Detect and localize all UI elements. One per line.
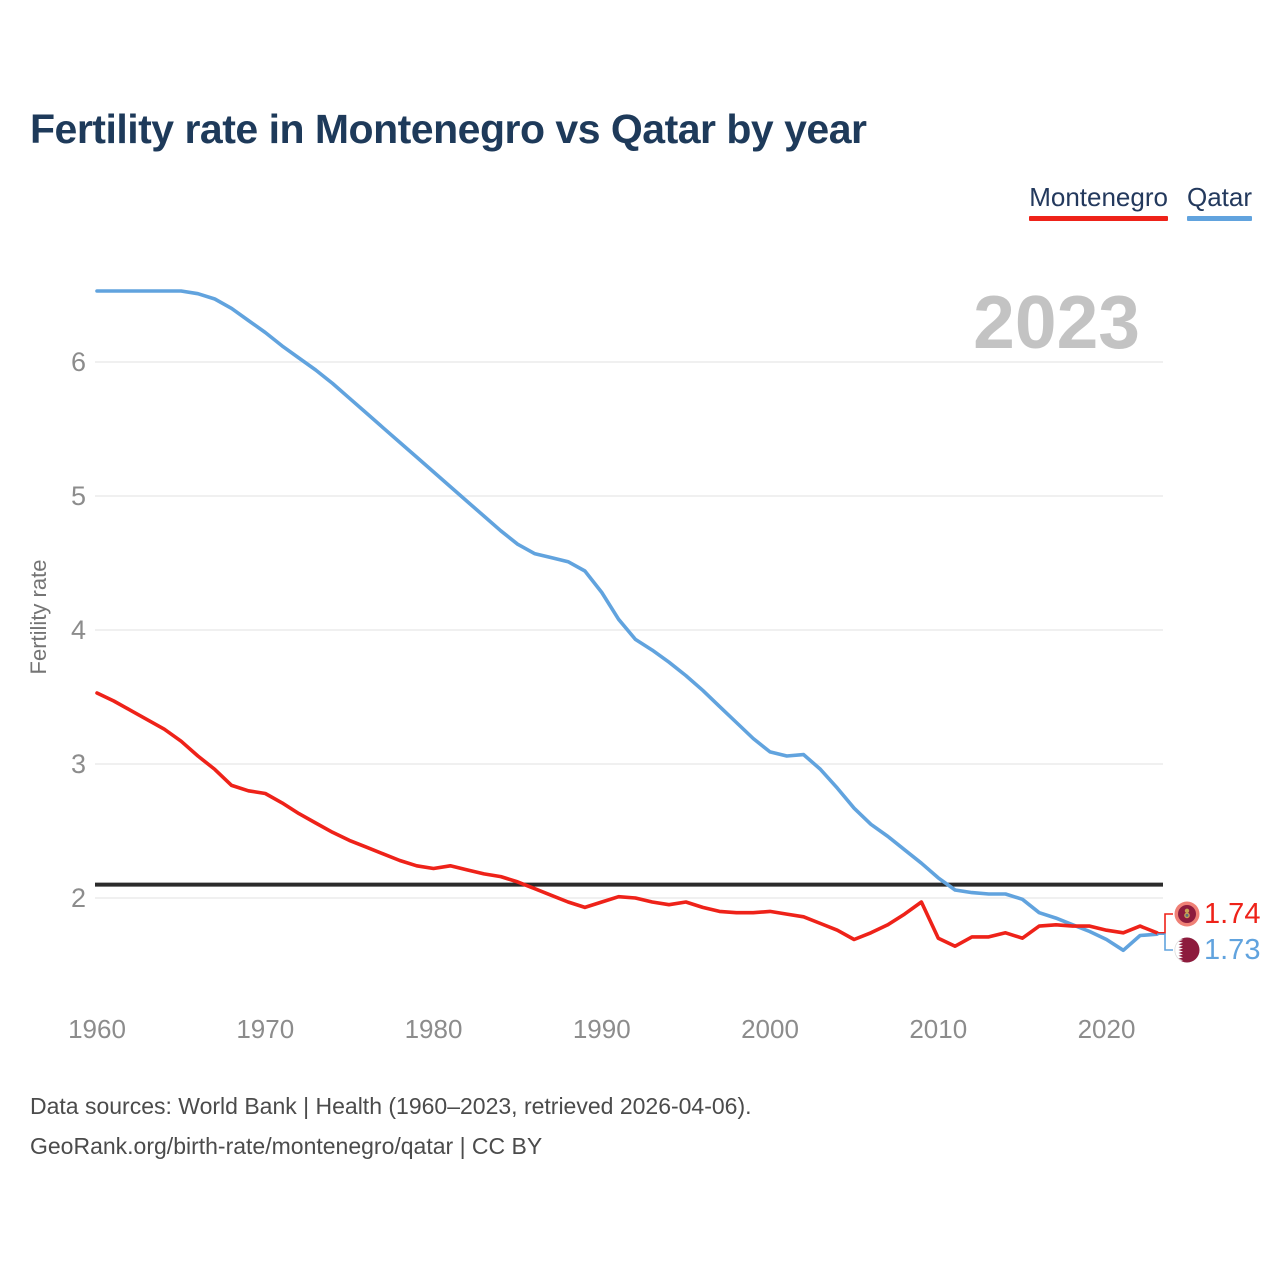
legend: Montenegro Qatar — [1029, 182, 1252, 222]
x-tick-label: 1960 — [68, 1014, 126, 1044]
legend-item-montenegro[interactable]: Montenegro — [1029, 182, 1168, 222]
legend-label: Montenegro — [1029, 182, 1168, 212]
page-title: Fertility rate in Montenegro vs Qatar by… — [30, 106, 867, 152]
y-tick-label: 3 — [71, 749, 86, 779]
x-tick-label: 2010 — [909, 1014, 967, 1044]
data-sources-line: Data sources: World Bank | Health (1960–… — [30, 1093, 752, 1119]
y-axis-title: Fertility rate — [26, 560, 51, 675]
legend-label: Qatar — [1186, 182, 1252, 212]
x-tick-label: 2000 — [741, 1014, 799, 1044]
y-tick-label: 2 — [71, 883, 86, 913]
x-tick-label: 2020 — [1078, 1014, 1136, 1044]
y-tick-label: 5 — [71, 481, 86, 511]
legend-color-bar — [1029, 216, 1168, 222]
legend-color-bar — [1186, 216, 1252, 222]
footer-attribution: Data sources: World Bank | Health (1960–… — [30, 1086, 752, 1166]
end-connector — [1156, 933, 1173, 951]
qatar-flag-icon — [1174, 937, 1200, 963]
y-tick-label: 4 — [71, 615, 86, 645]
montenegro-flag-icon — [1174, 901, 1200, 927]
x-tick-label: 1990 — [573, 1014, 631, 1044]
legend-item-qatar[interactable]: Qatar — [1186, 182, 1252, 222]
montenegro-line[interactable] — [95, 691, 1159, 949]
source-url-line[interactable]: GeoRank.org/birth-rate/montenegro/qatar … — [30, 1133, 543, 1159]
end-value-label-qatar: 1.73 — [1204, 934, 1260, 966]
watermark-year: 2023 — [973, 280, 1140, 364]
y-tick-label: 6 — [71, 347, 86, 377]
end-value-label-montenegro: 1.74 — [1204, 898, 1260, 930]
qatar-line[interactable] — [95, 289, 1159, 953]
end-connector — [1156, 913, 1173, 934]
x-tick-label: 1980 — [405, 1014, 463, 1044]
x-tick-label: 1970 — [236, 1014, 294, 1044]
